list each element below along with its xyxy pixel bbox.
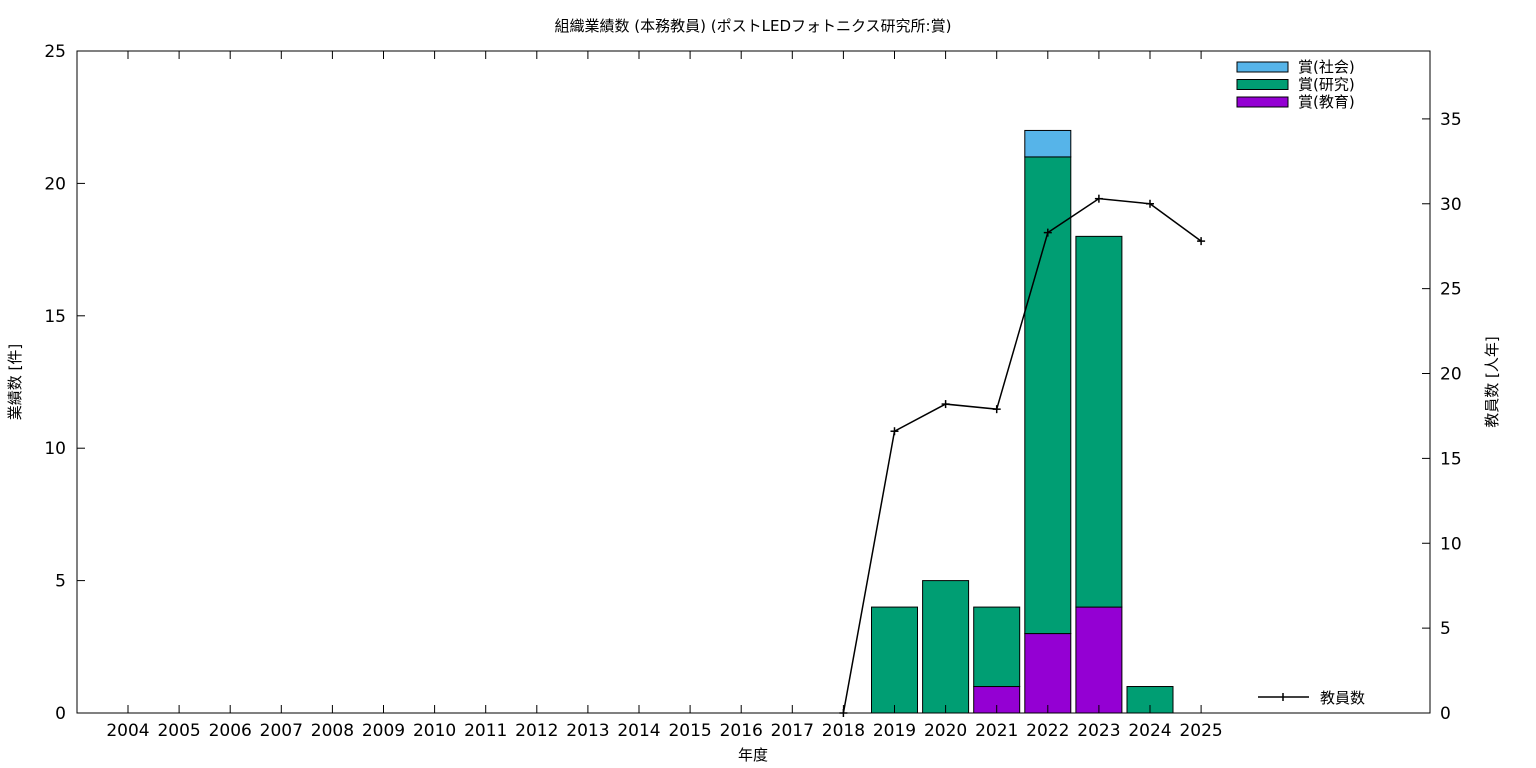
chart-title: 組織業績数 (本務教員) (ポストLEDフォトニクス研究所:賞) xyxy=(555,17,952,35)
line-point-2021 xyxy=(992,405,1001,414)
x-tick-label-2005: 2005 xyxy=(157,721,200,741)
line-point-2020 xyxy=(941,400,950,409)
y2-tick-label-30: 30 xyxy=(1440,195,1462,215)
y-ticks-group: 0 5 10 15 20 25 xyxy=(44,42,85,724)
x-tick-label-2013: 2013 xyxy=(566,721,609,741)
plot-frame xyxy=(76,50,1431,714)
x-tick-label-2006: 2006 xyxy=(209,721,252,741)
line-legend: 教員数 xyxy=(1258,689,1365,707)
x-tick-label-2019: 2019 xyxy=(873,721,916,741)
x-tick-label-2016: 2016 xyxy=(720,721,763,741)
y2-tick-label-10: 10 xyxy=(1440,534,1462,554)
x-tick-label-2008: 2008 xyxy=(311,721,354,741)
y2-ticks-group: 0 5 10 15 20 25 30 35 xyxy=(1422,110,1462,724)
x-tick-label-2007: 2007 xyxy=(260,721,303,741)
y2-tick-label-15: 15 xyxy=(1440,449,1462,469)
y-tick-label-0: 0 xyxy=(55,704,66,724)
y-tick-label-25: 25 xyxy=(44,42,66,62)
bars-group xyxy=(871,129,1174,714)
line-point-2024 xyxy=(1146,199,1154,208)
x-tick-label-2011: 2011 xyxy=(464,721,507,741)
y2-axis-label: 教員数 [人年] xyxy=(1483,336,1501,427)
y-axis-label: 業績数 [件] xyxy=(6,344,24,420)
x-tick-label-2025: 2025 xyxy=(1179,721,1222,741)
legend: 賞(社会)賞(研究)賞(教育) xyxy=(1236,58,1355,111)
y2-tick-label-35: 35 xyxy=(1440,110,1462,130)
legend-label-2: 賞(教育) xyxy=(1298,93,1355,111)
legend-label-1: 賞(研究) xyxy=(1298,76,1355,94)
line-point-2023 xyxy=(1094,194,1103,203)
bar-2020-series-1 xyxy=(922,580,970,714)
y-tick-label-10: 10 xyxy=(44,439,66,459)
x-tick-label-2024: 2024 xyxy=(1128,721,1171,741)
x-tick-label-2012: 2012 xyxy=(515,721,558,741)
bar-2022-series-1 xyxy=(1024,156,1072,635)
x-tick-label-2014: 2014 xyxy=(617,721,660,741)
bar-2021-series-1 xyxy=(973,606,1021,688)
y2-tick-label-20: 20 xyxy=(1440,365,1462,385)
x-tick-label-2023: 2023 xyxy=(1077,721,1120,741)
line-point-2022 xyxy=(1043,228,1052,237)
x-tick-label-2022: 2022 xyxy=(1026,721,1069,741)
line-point-2025 xyxy=(1197,237,1206,246)
legend-swatch-1 xyxy=(1236,79,1289,90)
legend-swatch-2 xyxy=(1236,96,1289,108)
bar-2023-series-0 xyxy=(1075,606,1123,714)
bar-2023-series-1 xyxy=(1075,235,1123,608)
y2-tick-label-5: 5 xyxy=(1440,619,1451,639)
x-tick-label-2010: 2010 xyxy=(413,721,456,741)
x-tick-label-2021: 2021 xyxy=(975,721,1018,741)
line-point-2019 xyxy=(890,427,899,436)
x-tick-label-2017: 2017 xyxy=(771,721,814,741)
x-tick-label-2015: 2015 xyxy=(668,721,711,741)
bar-2022-series-0 xyxy=(1024,633,1072,714)
line-legend-label: 教員数 xyxy=(1320,689,1365,707)
x-tick-label-2018: 2018 xyxy=(822,721,865,741)
x-tick-label-2004: 2004 xyxy=(106,721,149,741)
y-tick-label-5: 5 xyxy=(55,572,66,592)
y2-tick-label-25: 25 xyxy=(1440,280,1462,300)
x-ticks-group: 2004 2005 2006 2007 2008 2009 2010 2011 2012 2013… xyxy=(106,51,1223,741)
bar-2022-series-2 xyxy=(1024,129,1072,158)
y2-tick-label-0: 0 xyxy=(1440,704,1451,724)
legend-label-0: 賞(社会) xyxy=(1298,58,1355,76)
y-tick-label-20: 20 xyxy=(44,174,66,194)
legend-swatch-0 xyxy=(1236,61,1289,73)
x-axis-label: 年度 xyxy=(738,746,768,764)
y-tick-label-15: 15 xyxy=(44,307,66,327)
line-teachers xyxy=(842,197,1202,714)
x-tick-label-2009: 2009 xyxy=(362,721,405,741)
bar-2019-series-1 xyxy=(871,606,918,714)
x-tick-label-2020: 2020 xyxy=(924,721,967,741)
